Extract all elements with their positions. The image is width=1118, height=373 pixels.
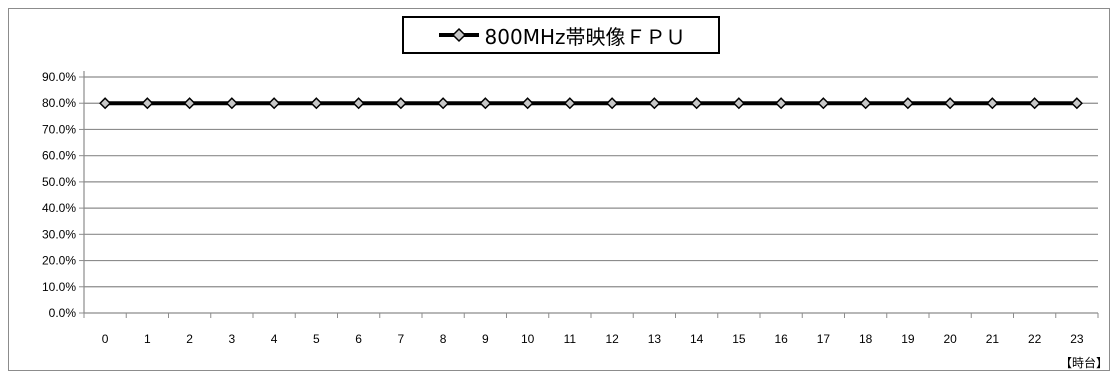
data-point-marker: [944, 97, 957, 110]
x-tick-label: 22: [1028, 332, 1042, 346]
y-tick-label: 90.0%: [42, 70, 76, 84]
y-tick-label: 40.0%: [42, 201, 76, 215]
x-tick-label: 7: [398, 332, 405, 346]
x-tick-label: 6: [355, 332, 362, 346]
x-tick-label: 16: [774, 332, 788, 346]
data-point-marker: [521, 97, 534, 110]
x-tick-label: 11: [564, 332, 577, 346]
series-markers: [99, 97, 1083, 110]
x-tick-label: 23: [1070, 332, 1084, 346]
x-tick-label: 18: [859, 332, 873, 346]
y-tick-label: 60.0%: [42, 149, 76, 163]
x-tick-label: 4: [271, 332, 278, 346]
x-tick-label: 15: [732, 332, 746, 346]
data-point-marker: [606, 97, 619, 110]
y-tick-label: 0.0%: [49, 306, 77, 320]
data-point-marker: [479, 97, 492, 110]
data-point-marker: [775, 97, 788, 110]
x-tick-labels: 0 1 2 3 4 5 6 7 8 9 10 11 12 13 14 15 16 17 18 19 20 21 22 23: [102, 332, 1084, 346]
data-point-marker: [141, 97, 154, 110]
data-point-marker: [1028, 97, 1041, 110]
data-point-marker: [183, 97, 196, 110]
y-tick-label: 80.0%: [42, 96, 76, 110]
y-tick-label: 20.0%: [42, 254, 76, 268]
x-tick-label: 2: [186, 332, 193, 346]
x-tick-label: 14: [690, 332, 704, 346]
legend: 800MHz帯映像ＦＰＵ: [402, 16, 720, 54]
data-point-marker: [859, 97, 872, 110]
x-tick-label: 19: [901, 332, 915, 346]
x-tick-label: 9: [482, 332, 489, 346]
x-tick-label: 5: [313, 332, 320, 346]
data-point-marker: [310, 97, 323, 110]
x-tick-label: 12: [605, 332, 619, 346]
data-point-marker: [394, 97, 407, 110]
axes: [79, 71, 1099, 318]
data-point-marker: [225, 97, 238, 110]
y-tick-labels: 0.0% 10.0% 20.0% 30.0% 40.0% 50.0% 60.0% 70.0% 8…: [42, 70, 76, 320]
legend-label: 800MHz帯映像ＦＰＵ: [484, 24, 686, 49]
y-tick-label: 50.0%: [42, 175, 76, 189]
y-tick-label: 10.0%: [42, 280, 76, 294]
data-point-marker: [732, 97, 745, 110]
data-point-marker: [563, 97, 576, 110]
data-point-marker: [352, 97, 365, 110]
data-point-marker: [648, 97, 661, 110]
x-tick-label: 8: [440, 332, 447, 346]
data-point-marker: [1070, 97, 1083, 110]
x-tick-label: 0: [102, 332, 109, 346]
legend-swatch-icon: [438, 27, 479, 43]
x-tick-label: 1: [144, 332, 151, 346]
x-tick-label: 20: [943, 332, 957, 346]
x-tick-label: 17: [817, 332, 831, 346]
y-tick-label: 70.0%: [42, 122, 76, 136]
data-point-marker: [437, 97, 450, 110]
data-point-marker: [268, 97, 281, 110]
data-point-marker: [690, 97, 703, 110]
y-tick-label: 30.0%: [42, 227, 76, 241]
x-tick-label: 10: [521, 332, 535, 346]
data-point-marker: [99, 97, 112, 110]
x-axis-unit-label: 【時台】: [1059, 356, 1108, 370]
data-point-marker: [901, 97, 914, 110]
data-point-marker: [817, 97, 830, 110]
x-tick-label: 21: [986, 332, 1000, 346]
gridlines: [84, 76, 1098, 288]
x-tick-label: 13: [648, 332, 662, 346]
x-tick-label: 3: [229, 332, 236, 346]
data-point-marker: [986, 97, 999, 110]
chart-frame: [8, 8, 1110, 371]
